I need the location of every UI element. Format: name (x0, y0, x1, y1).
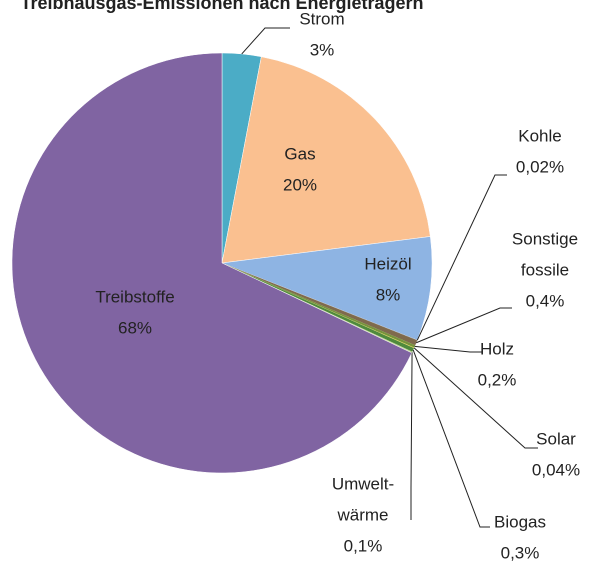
pie-slice (222, 263, 418, 341)
leader-line (241, 27, 290, 55)
slice-label: Heizöl (364, 254, 411, 273)
slice-label: Kohle (518, 126, 561, 145)
slice-label: fossile (521, 260, 569, 279)
slice-value-label: 0,02% (516, 157, 564, 176)
slice-label: Treibstoffe (95, 287, 174, 306)
slice-label: Holz (480, 339, 514, 358)
chart-title: Treibhausgas-Emissionen nach Energieträg… (20, 0, 423, 13)
slice-value-label: 3% (310, 40, 335, 59)
pie-slice (222, 263, 415, 349)
slice-value-label: 0,1% (344, 536, 383, 555)
pie-slice (222, 263, 418, 346)
leader-line (416, 307, 512, 344)
leader-line (410, 352, 413, 520)
pie-slice (221, 56, 431, 264)
slice-label: Sonstige (512, 229, 578, 248)
leader-line (413, 347, 538, 449)
slice-label: Solar (536, 429, 576, 448)
slice-value-label: 0,2% (478, 370, 517, 389)
slice-value-label: 0,3% (501, 543, 540, 562)
slice-value-label: 8% (376, 285, 401, 304)
leader-line (416, 174, 507, 341)
slice-label: Umwelt- (332, 474, 394, 493)
pie-slice (11, 52, 413, 474)
pie-slice (222, 263, 416, 348)
slice-label: Biogas (494, 512, 546, 531)
slice-label: Gas (284, 144, 315, 163)
leader-line (412, 349, 490, 528)
slice-value-label: 68% (118, 318, 152, 337)
slice-label: Strom (299, 9, 344, 28)
pie-slice (222, 263, 414, 352)
slice-value-label: 0,04% (532, 460, 580, 479)
slice-value-label: 0,4% (526, 291, 565, 310)
slice-label: wärme (336, 505, 388, 524)
leader-line (414, 345, 482, 353)
slice-value-label: 20% (283, 175, 317, 194)
